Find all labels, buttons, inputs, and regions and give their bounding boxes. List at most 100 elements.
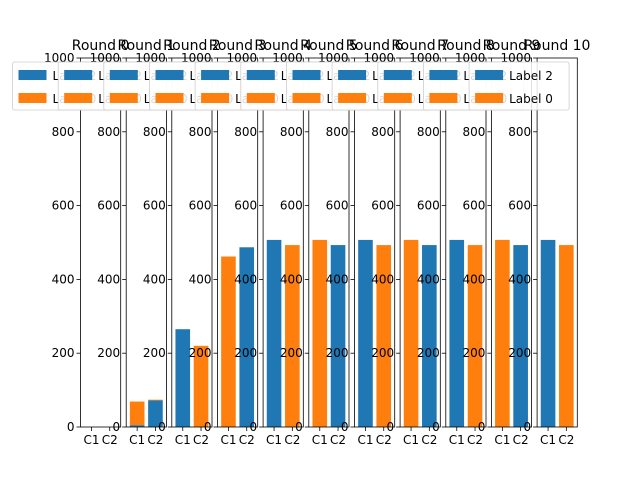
legend-swatch-label-0: [292, 93, 321, 103]
y-tick-label-400: 400: [326, 272, 349, 286]
y-tick-label-1000: 1000: [455, 51, 486, 65]
bar-label-0-c1: [312, 239, 328, 427]
x-tick-label-c1: C1: [357, 433, 373, 447]
y-tick-label-600: 600: [371, 199, 394, 213]
panel-title: Round 4: [254, 38, 312, 54]
y-tick-label-400: 400: [371, 272, 394, 286]
axes-frame: [262, 57, 304, 428]
legend-swatch-label-0: [109, 93, 138, 103]
y-tick-label-800: 800: [143, 125, 166, 139]
y-tick-label-800: 800: [280, 125, 303, 139]
legend-swatch-label-0: [475, 93, 504, 103]
panel-title: Round 0: [72, 38, 130, 54]
bar-label-0-c1: [129, 401, 145, 426]
axes-frame: [399, 57, 441, 428]
x-tick-label-c2: C2: [330, 433, 346, 447]
axes-frame: [354, 57, 396, 428]
y-tick-label-600: 600: [143, 199, 166, 213]
y-tick-label-600: 600: [508, 199, 531, 213]
legend-swatch-label-0: [18, 93, 47, 103]
x-tick-label-c1: C1: [129, 433, 145, 447]
panel-title: Round 3: [209, 38, 267, 54]
panel-title: Round 8: [437, 38, 495, 54]
y-tick-label-400: 400: [462, 272, 485, 286]
x-tick-label-c1: C1: [220, 433, 236, 447]
y-tick-label-200: 200: [462, 346, 485, 360]
y-tick-label-400: 400: [417, 272, 440, 286]
x-tick-label-c2: C2: [147, 433, 163, 447]
legend-swatch-label-2: [109, 70, 138, 80]
y-tick-label-800: 800: [508, 125, 531, 139]
y-tick-label-1000: 1000: [90, 51, 121, 65]
bar-label-0-c1: [221, 256, 236, 427]
y-tick-label-0: 0: [295, 420, 303, 434]
y-tick-label-600: 600: [417, 199, 440, 213]
y-tick-label-600: 600: [52, 199, 75, 213]
y-tick-label-200: 200: [280, 346, 303, 360]
y-tick-label-600: 600: [234, 199, 257, 213]
y-tick-label-200: 200: [97, 346, 120, 360]
bar-label-0-c2: [467, 245, 483, 427]
x-tick-label-c2: C2: [102, 433, 118, 447]
legend-swatch-label-2: [246, 70, 275, 80]
legend-swatch-label-2: [292, 70, 321, 80]
y-tick-label-0: 0: [204, 420, 212, 434]
y-tick-label-1000: 1000: [272, 51, 303, 65]
legend-label-label-0: Label 0: [509, 92, 553, 106]
axes-frame: [125, 57, 167, 428]
legend-swatch-label-2: [475, 70, 504, 80]
legend-swatch-label-0: [155, 93, 184, 103]
x-tick-label-c1: C1: [494, 433, 510, 447]
bar-label-0-c2: [376, 245, 392, 427]
y-tick-label-0: 0: [478, 420, 486, 434]
panel-title: Round 6: [346, 38, 404, 54]
y-tick-label-400: 400: [189, 272, 212, 286]
x-tick-label-c2: C2: [421, 433, 437, 447]
x-tick-label-c1: C1: [266, 433, 282, 447]
legend-swatch-label-0: [338, 93, 367, 103]
bar-label-0-c2: [285, 245, 300, 427]
y-tick-label-0: 0: [386, 420, 394, 434]
axes-frame: [171, 57, 213, 428]
bar-label-2-c1: [540, 239, 556, 427]
y-tick-label-1000: 1000: [364, 51, 395, 65]
y-tick-label-600: 600: [97, 199, 120, 213]
legend-swatch-label-2: [201, 70, 230, 80]
x-tick-label-c1: C1: [175, 433, 191, 447]
panel-title: Round 7: [391, 38, 449, 54]
y-tick-label-1000: 1000: [181, 51, 212, 65]
bar-label-0-c1: [403, 239, 419, 427]
axes-frame: [80, 57, 122, 428]
x-tick-label-c1: C1: [83, 433, 99, 447]
y-tick-label-200: 200: [143, 346, 166, 360]
bar-label-2-c1: [449, 239, 465, 427]
legend-swatch-label-0: [383, 93, 412, 103]
y-tick-label-0: 0: [432, 420, 440, 434]
y-tick-label-1000: 1000: [227, 51, 258, 65]
y-tick-label-0: 0: [113, 420, 121, 434]
legend-label-label-2: Label 2: [509, 69, 553, 83]
bar-label-2-c1: [175, 329, 191, 427]
legend-swatch-label-2: [64, 70, 93, 80]
y-tick-label-400: 400: [97, 272, 120, 286]
y-tick-label-200: 200: [189, 346, 212, 360]
y-tick-label-0: 0: [158, 420, 166, 434]
x-tick-label-c1: C1: [403, 433, 419, 447]
bar-label-2-c2: [513, 245, 528, 427]
x-tick-label-c2: C2: [376, 433, 392, 447]
legend-swatch-label-2: [155, 70, 184, 80]
panel-title: Round 1: [117, 38, 175, 54]
x-tick-label-c2: C2: [513, 433, 529, 447]
legend-round-10: Label 2 Label 0: [468, 61, 570, 111]
y-tick-label-200: 200: [417, 346, 440, 360]
